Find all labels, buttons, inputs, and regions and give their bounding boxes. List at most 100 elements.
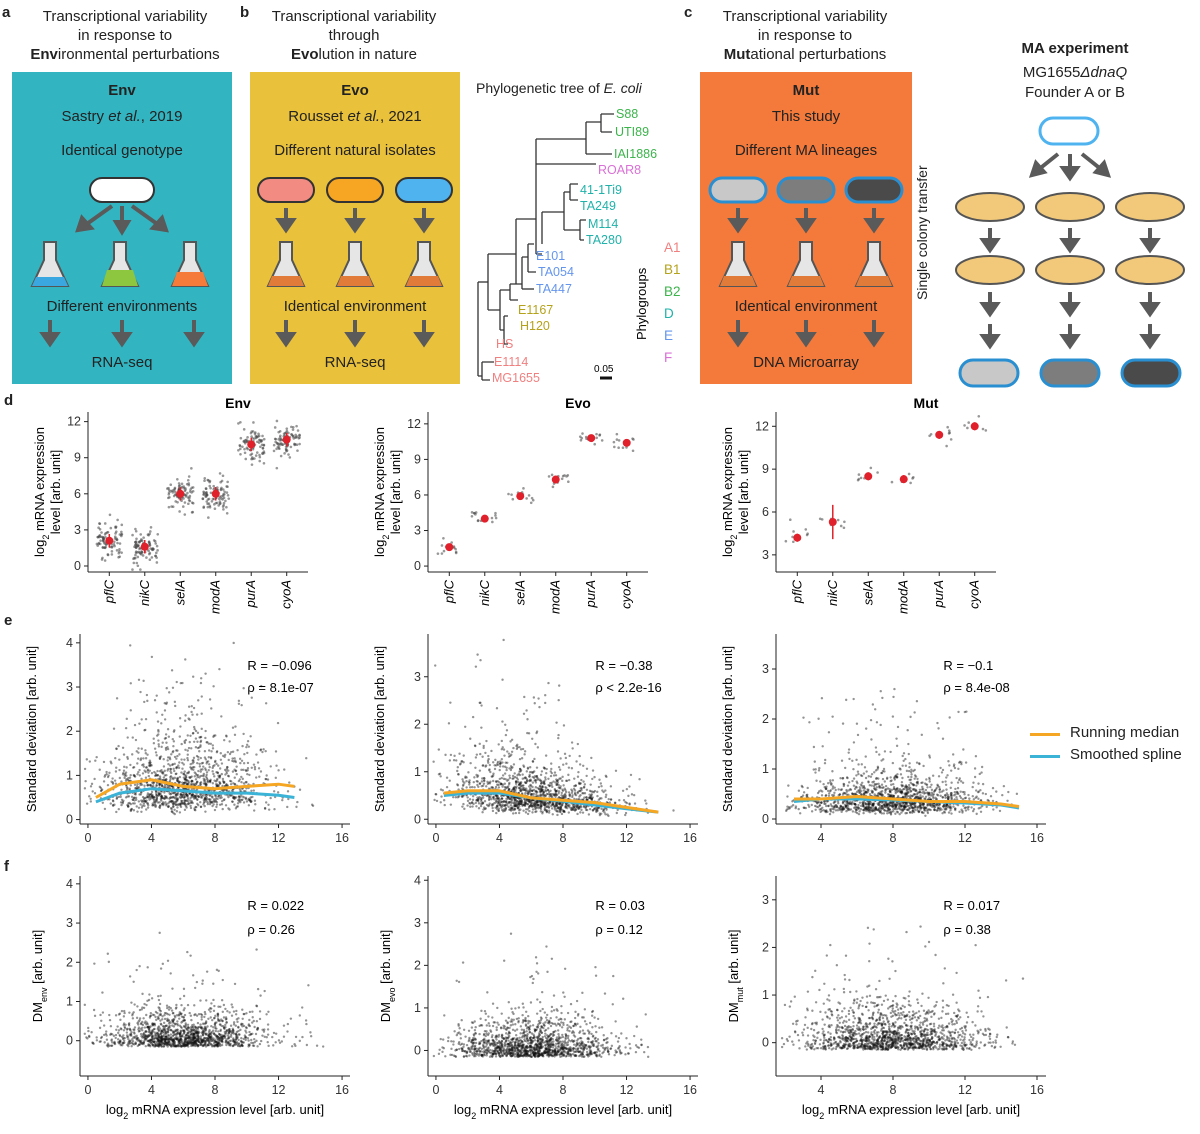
data-point xyxy=(502,800,505,803)
data-point xyxy=(895,744,899,748)
data-point xyxy=(186,759,190,762)
data-point xyxy=(915,781,919,784)
data-point xyxy=(506,786,509,789)
data-point xyxy=(204,810,207,813)
data-point xyxy=(500,776,503,780)
data-point xyxy=(125,777,128,781)
data-point xyxy=(158,806,162,810)
data-point xyxy=(556,779,559,782)
data-point xyxy=(567,805,571,808)
data-point xyxy=(544,804,547,807)
lineage-cell-icon xyxy=(1039,358,1101,388)
data-point xyxy=(139,552,142,555)
data-point xyxy=(945,776,948,779)
data-point xyxy=(505,800,508,803)
y-tick-label: 3 xyxy=(414,524,421,538)
flask-icon xyxy=(335,241,375,287)
data-point xyxy=(185,782,188,785)
data-point xyxy=(571,804,575,808)
data-point xyxy=(190,800,194,803)
data-point xyxy=(231,770,235,773)
data-point xyxy=(548,793,552,796)
data-point xyxy=(874,807,878,810)
data-point xyxy=(181,767,184,770)
data-point xyxy=(847,751,850,754)
data-point xyxy=(879,690,882,693)
data-point xyxy=(139,783,142,787)
panel-label-f: f xyxy=(4,858,9,875)
leaf-label: S88 xyxy=(616,107,638,121)
data-point xyxy=(557,806,560,810)
data-point xyxy=(225,511,229,515)
data-point xyxy=(532,792,536,796)
data-point xyxy=(294,433,297,437)
data-point xyxy=(537,803,540,807)
data-point xyxy=(483,800,487,803)
data-point xyxy=(106,775,110,779)
data-point xyxy=(198,765,202,768)
data-point xyxy=(255,776,258,779)
data-point xyxy=(876,808,879,811)
data-point xyxy=(509,740,512,743)
data-point xyxy=(916,807,919,810)
data-point xyxy=(553,787,557,791)
data-point xyxy=(487,798,491,802)
data-point xyxy=(908,795,911,798)
data-point xyxy=(242,768,245,772)
data-point xyxy=(162,765,166,768)
data-point xyxy=(972,781,975,784)
data-point xyxy=(851,759,854,762)
data-point xyxy=(905,808,909,811)
data-point xyxy=(554,790,558,793)
data-point xyxy=(207,756,211,759)
data-point xyxy=(206,779,210,783)
data-point xyxy=(919,803,923,807)
data-point xyxy=(289,445,293,449)
lineage-cell-icon xyxy=(1120,358,1182,388)
data-point xyxy=(920,733,924,737)
data-point xyxy=(518,745,521,749)
data-point xyxy=(239,436,243,440)
data-point xyxy=(467,771,470,774)
data-point xyxy=(501,785,504,788)
data-point xyxy=(213,794,217,797)
data-point xyxy=(845,804,848,808)
data-point xyxy=(111,777,114,780)
data-point xyxy=(908,807,911,810)
data-point xyxy=(103,775,106,778)
data-point xyxy=(514,782,518,785)
data-point xyxy=(501,761,504,764)
data-point xyxy=(918,804,922,808)
data-point xyxy=(564,796,567,799)
data-point xyxy=(558,807,561,810)
data-point xyxy=(632,793,636,797)
data-point xyxy=(559,806,563,809)
data-point xyxy=(530,794,533,797)
data-point xyxy=(189,766,192,769)
data-point xyxy=(124,796,128,799)
data-point xyxy=(99,789,103,793)
data-point xyxy=(226,493,230,497)
data-point xyxy=(469,761,472,765)
data-point xyxy=(554,774,558,777)
data-point xyxy=(542,766,546,769)
data-point xyxy=(190,501,194,505)
data-point xyxy=(531,498,535,502)
data-point xyxy=(539,801,542,804)
data-point xyxy=(853,787,857,791)
data-point xyxy=(506,761,509,764)
data-point xyxy=(559,805,562,808)
y-tick-label: 9 xyxy=(762,462,769,476)
data-point xyxy=(539,801,542,804)
data-point xyxy=(257,432,260,436)
data-point xyxy=(252,789,256,792)
data-point xyxy=(439,788,443,791)
data-point xyxy=(200,796,204,799)
data-point xyxy=(169,767,172,771)
data-point xyxy=(861,808,865,812)
data-point xyxy=(559,810,562,814)
data-point xyxy=(936,807,940,810)
data-point xyxy=(163,702,166,705)
data-point xyxy=(871,791,874,794)
